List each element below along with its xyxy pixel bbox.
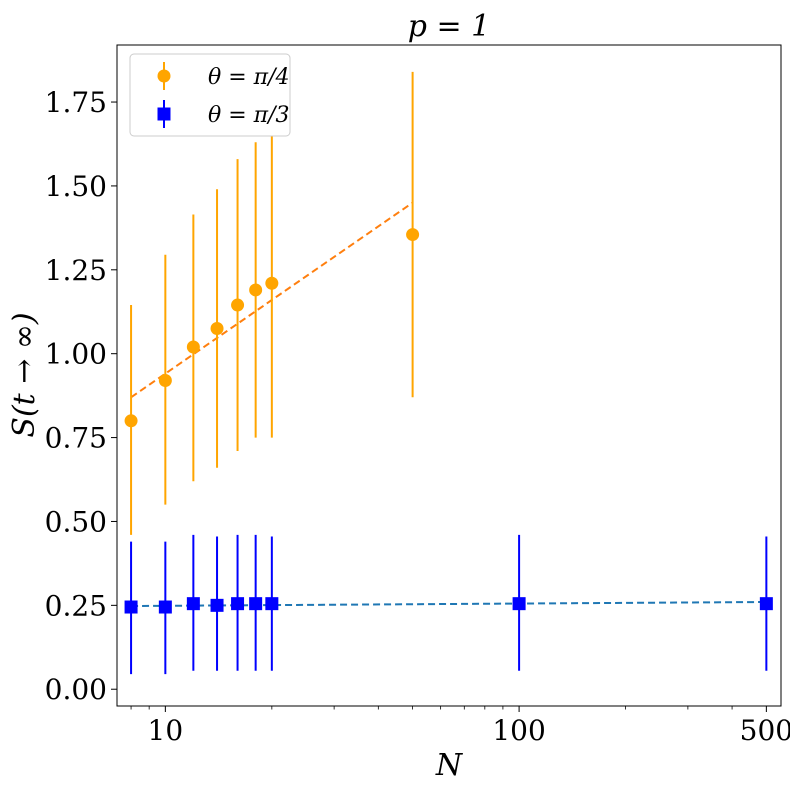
x-tick-label: 10 — [148, 714, 184, 747]
data-point-square — [186, 597, 200, 611]
data-point-square — [124, 600, 138, 614]
data-point-circle — [406, 228, 420, 242]
data-point-circle — [158, 374, 172, 388]
data-point-square — [512, 597, 526, 611]
y-tick-label: 1.00 — [45, 338, 107, 371]
data-point-square — [231, 597, 245, 611]
y-tick-label: 1.75 — [45, 86, 107, 119]
axes: 0.00 0.25 0.50 0.75 1.00 1.25 1.50 1.75 10 100 500 — [45, 86, 790, 747]
data-point-circle — [265, 276, 279, 290]
legend: θ = π/4 θ = π/3 — [129, 53, 291, 137]
y-tick-label: 0.50 — [45, 505, 107, 538]
data-point-square — [265, 597, 279, 611]
legend-label-theta-pi-3: θ = π/3 — [208, 103, 290, 128]
y-tick-label: 1.50 — [45, 170, 107, 203]
legend-marker-circle — [157, 69, 171, 83]
data-point-circle — [186, 340, 200, 354]
data-point-circle — [124, 414, 138, 428]
y-tick-label: 0.75 — [45, 422, 107, 455]
x-tick-label: 100 — [492, 714, 545, 747]
data-point-square — [249, 597, 263, 611]
chart-title: p = 1 — [408, 9, 491, 44]
x-tick-label: 500 — [740, 714, 790, 747]
data-point-circle — [231, 298, 245, 312]
data-point-circle — [210, 322, 224, 336]
data-point-square — [210, 598, 224, 612]
y-tick-label: 0.25 — [45, 589, 107, 622]
y-axis-label: S(t → ∞) — [7, 312, 42, 437]
x-axis-label: N — [435, 748, 464, 783]
axes-frame — [116, 44, 782, 707]
y-tick-label: 1.25 — [45, 254, 107, 287]
data-point-square — [158, 600, 172, 614]
data-point-circle — [249, 283, 263, 297]
legend-marker-square — [157, 107, 171, 121]
data-point-square — [759, 597, 773, 611]
legend-label-theta-pi-4: θ = π/4 — [208, 65, 290, 90]
y-tick-label: 0.00 — [45, 673, 107, 706]
plot-area — [124, 71, 773, 675]
